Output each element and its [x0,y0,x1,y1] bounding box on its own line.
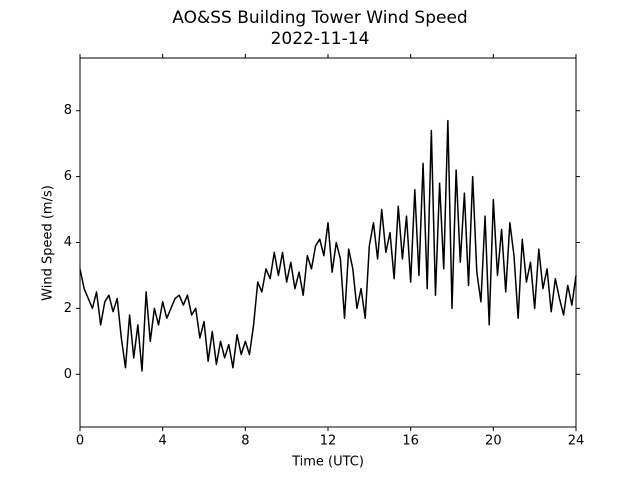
y-tick-label: 2 [64,301,72,316]
x-tick-label: 24 [568,434,585,449]
y-axis-label: Wind Speed (m/s) [41,185,56,301]
y-tick-label: 8 [64,103,72,118]
y-tick-label: 6 [64,169,72,184]
y-tick-label: 0 [64,367,72,382]
x-tick-label: 16 [402,434,419,449]
plot-frame [79,57,577,428]
x-tick-label: 4 [159,434,167,449]
chart-title: AO&SS Building Tower Wind Speed [172,8,467,28]
y-tick-label: 4 [64,235,72,250]
x-tick-label: 20 [485,434,502,449]
x-axis-label: Time (UTC) [291,455,364,470]
x-tick-label: 8 [241,434,249,449]
x-tick-label: 0 [76,434,84,449]
chart-subtitle: 2022-11-14 [271,29,370,49]
data-line [79,119,577,372]
x-tick-label: 12 [320,434,337,449]
